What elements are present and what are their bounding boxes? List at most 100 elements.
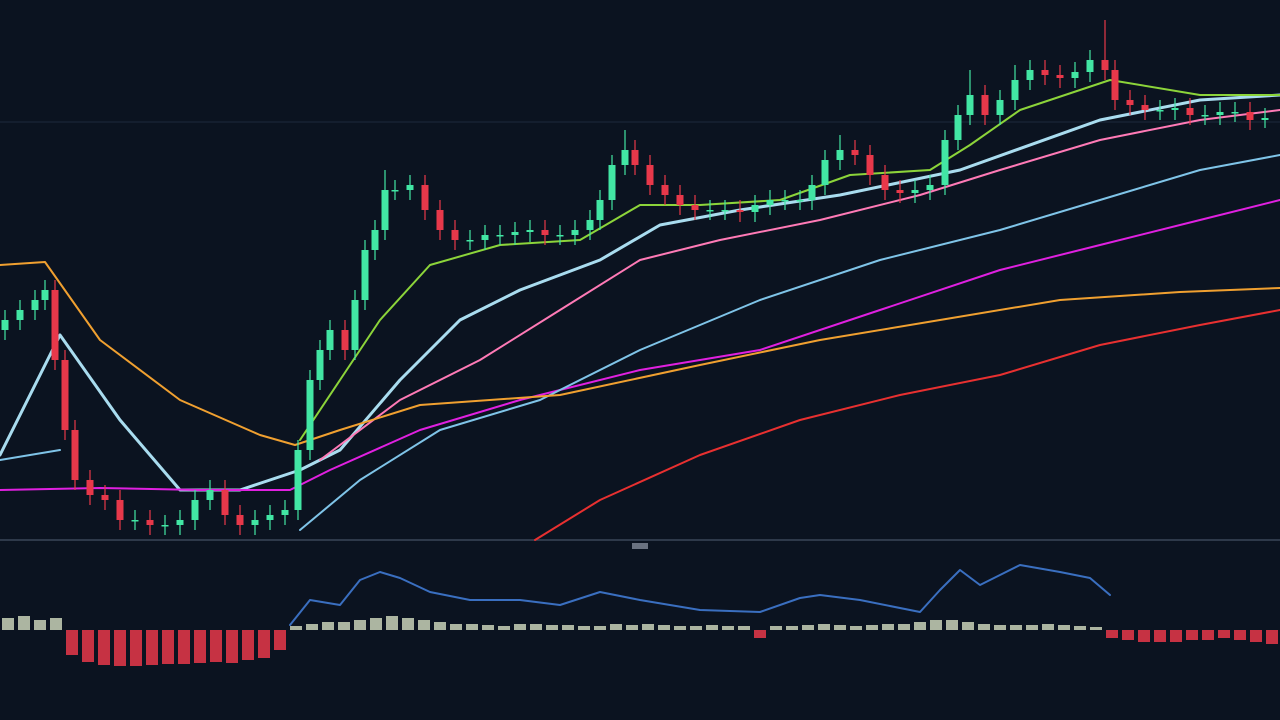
moving-average (0, 93, 1280, 492)
candle-body (421, 185, 429, 210)
histogram-bar (354, 620, 366, 630)
histogram-bar (2, 618, 14, 630)
candle-body (646, 165, 654, 185)
candle-body (586, 220, 594, 230)
candle-body (676, 195, 684, 205)
candle-body (146, 520, 154, 525)
histogram-bar (210, 630, 222, 662)
candle-body (316, 350, 324, 380)
oscillator-line (289, 564, 1111, 626)
histogram-bar (642, 624, 654, 630)
candle-body (954, 115, 962, 140)
histogram-bar (130, 630, 142, 666)
histogram-bar (290, 626, 302, 630)
histogram-bar (1010, 625, 1022, 630)
histogram-bar (306, 624, 318, 630)
candle-body (966, 95, 974, 115)
candle-body (236, 515, 244, 525)
histogram-bar (466, 624, 478, 630)
candle-body (1041, 70, 1049, 75)
candle-body (176, 520, 184, 525)
histogram-bar (274, 630, 286, 650)
histogram-bar (18, 616, 30, 630)
candle-body (911, 190, 919, 193)
moving-average (0, 154, 1280, 531)
candle-body (41, 290, 49, 300)
histogram-bar (434, 622, 446, 630)
candle-body (896, 190, 904, 193)
candle-body (266, 515, 274, 520)
candle-body (571, 230, 579, 235)
price-pane (0, 20, 1280, 541)
histogram-bar (802, 625, 814, 630)
histogram-bar (994, 625, 1006, 630)
histogram-bar (978, 624, 990, 630)
histogram-bar (226, 630, 238, 663)
candle-body (631, 150, 639, 165)
candle-body (556, 235, 564, 237)
candle-body (294, 450, 302, 510)
histogram-bar (578, 626, 590, 630)
candle-body (996, 100, 1004, 115)
histogram-bar (834, 625, 846, 630)
histogram-bar (146, 630, 158, 665)
moving-average (0, 199, 1280, 491)
oscillator-pane (2, 564, 1278, 666)
histogram-bar (706, 625, 718, 630)
histogram-bar (738, 626, 750, 630)
histogram-bar (610, 624, 622, 630)
candle-body (941, 140, 949, 185)
histogram-bar (626, 625, 638, 630)
histogram-bar (514, 624, 526, 630)
histogram-bar (1234, 630, 1246, 640)
candle-body (466, 240, 474, 242)
candle-body (1101, 60, 1109, 70)
histogram-bar (818, 624, 830, 630)
candle-body (511, 232, 519, 235)
moving-average (0, 261, 1280, 446)
histogram-bar (1106, 630, 1118, 638)
histogram-bar (946, 620, 958, 630)
candle-body (881, 175, 889, 190)
candle-body (1011, 80, 1019, 100)
histogram-bar (786, 626, 798, 630)
candle-body (596, 200, 604, 220)
histogram-bar (1058, 625, 1070, 630)
histogram-bar (1266, 630, 1278, 644)
histogram-bar (1170, 630, 1182, 642)
histogram-bar (450, 624, 462, 630)
histogram-bar (402, 618, 414, 630)
histogram-bar (386, 616, 398, 630)
candle-body (116, 500, 124, 520)
histogram-bar (498, 626, 510, 630)
moving-average (319, 109, 1280, 461)
candle-body (541, 230, 549, 235)
candle-body (306, 380, 314, 450)
histogram-bar (674, 626, 686, 630)
histogram-bar (482, 625, 494, 630)
histogram-bar (370, 618, 382, 630)
histogram-bar (866, 625, 878, 630)
histogram-bar (530, 624, 542, 630)
histogram-bar (882, 624, 894, 630)
candle-body (736, 210, 744, 212)
histogram-bar (34, 620, 46, 630)
candle-body (451, 230, 459, 240)
candle-body (721, 210, 729, 212)
candle-body (661, 185, 669, 195)
histogram-bar (1090, 627, 1102, 630)
candle-body (101, 495, 109, 500)
candle-body (1261, 118, 1269, 120)
candle-body (361, 250, 369, 300)
histogram-bar (162, 630, 174, 664)
candle-body (391, 190, 399, 192)
candle-body (1056, 75, 1064, 78)
candle-body (621, 150, 629, 165)
candle-body (781, 200, 789, 202)
candle-body (608, 165, 616, 200)
candle-body (926, 185, 934, 190)
candle-body (1086, 60, 1094, 72)
